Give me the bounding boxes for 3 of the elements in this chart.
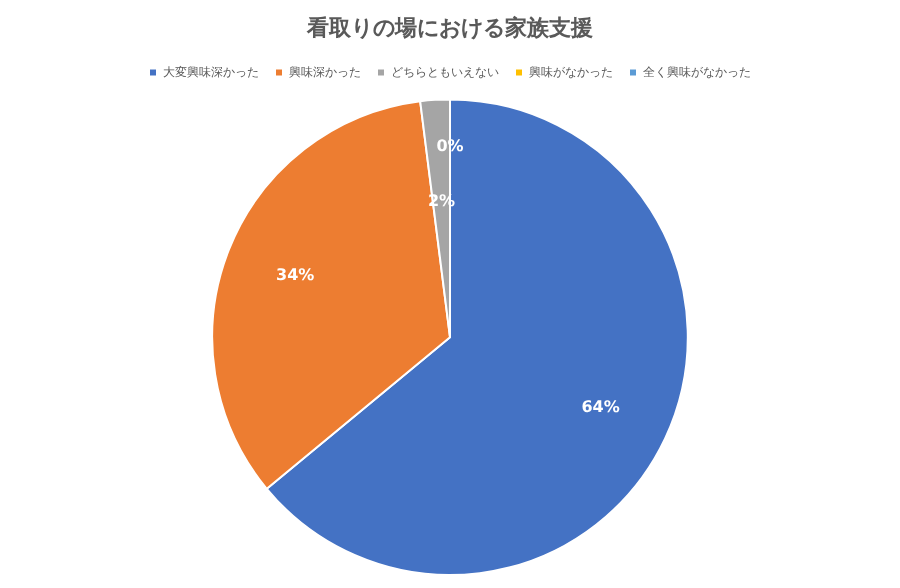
chart-title: 看取りの場における家族支援 bbox=[305, 14, 593, 41]
data-label: 64% bbox=[581, 398, 620, 417]
data-label: 34% bbox=[276, 266, 315, 285]
